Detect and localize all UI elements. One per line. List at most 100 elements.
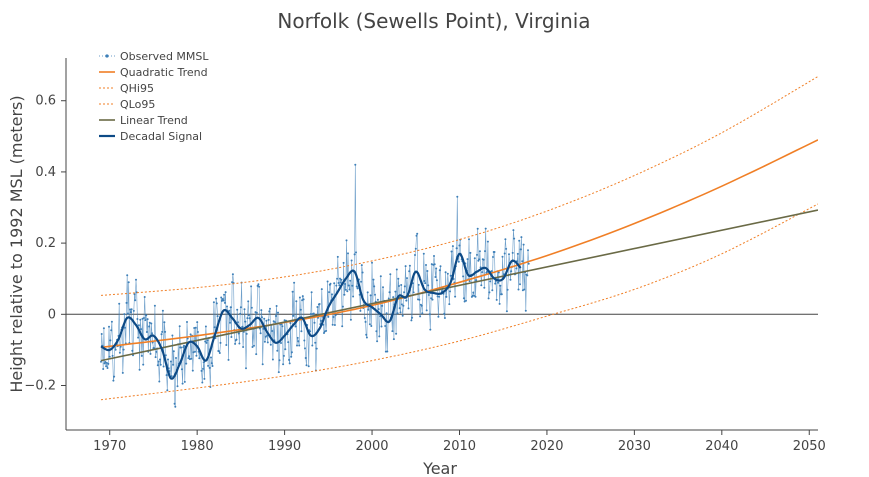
observed-point: [201, 381, 204, 384]
observed-point: [102, 368, 105, 370]
observed-point: [172, 350, 175, 353]
observed-point: [373, 285, 376, 288]
observed-point: [251, 346, 254, 348]
observed-point: [501, 255, 504, 258]
observed-point: [354, 163, 357, 166]
observed-point: [193, 327, 196, 329]
observed-point: [466, 258, 469, 261]
observed-point: [223, 293, 226, 296]
observed-point: [465, 299, 467, 302]
observed-point: [468, 238, 470, 241]
observed-point: [518, 239, 521, 242]
observed-point: [488, 291, 491, 294]
observed-point: [265, 319, 268, 322]
y-tick-label: −0.2: [24, 379, 56, 394]
observed-point: [332, 316, 335, 318]
observed-point: [381, 304, 384, 307]
observed-point: [331, 323, 334, 326]
observed-point: [294, 325, 297, 328]
observed-point: [220, 299, 223, 302]
chart-title: Norfolk (Sewells Point), Virginia: [277, 9, 590, 33]
observed-point: [129, 311, 132, 314]
observed-point: [343, 293, 346, 296]
observed-point: [200, 369, 203, 372]
observed-point: [454, 295, 457, 298]
observed-point: [121, 371, 124, 374]
observed-point: [283, 319, 286, 322]
observed-point: [138, 368, 141, 371]
observed-point: [425, 309, 428, 312]
legend-label-qhi95: QHi95: [120, 82, 154, 95]
observed-point: [207, 364, 210, 367]
observed-point: [118, 302, 121, 305]
observed-point: [478, 258, 481, 261]
observed-point: [484, 227, 487, 230]
observed-point: [190, 357, 193, 360]
observed-point: [274, 315, 277, 317]
observed-point: [434, 276, 437, 278]
observed-point: [443, 312, 446, 315]
observed-point: [462, 297, 465, 300]
observed-point: [257, 283, 260, 286]
x-axis-title: Year: [422, 459, 457, 477]
observed-point: [497, 281, 500, 284]
observed-point: [307, 365, 310, 368]
observed-point: [194, 326, 197, 329]
observed-point: [304, 357, 307, 359]
observed-point: [260, 309, 263, 312]
observed-point: [517, 288, 520, 291]
observed-point: [171, 334, 174, 337]
observed-point: [508, 253, 510, 256]
observed-point: [180, 368, 183, 371]
observed-point: [281, 325, 284, 328]
observed-point: [325, 329, 328, 332]
observed-point: [342, 261, 345, 264]
observed-point: [361, 271, 364, 274]
observed-point: [331, 293, 333, 296]
observed-point: [333, 282, 336, 285]
observed-point: [264, 335, 267, 338]
observed-point: [408, 264, 411, 267]
observed-point: [164, 330, 167, 333]
observed-point: [206, 339, 209, 342]
legend-label-quadratic-trend: Quadratic Trend: [120, 66, 208, 79]
observed-point: [126, 312, 129, 315]
observed-point: [401, 314, 404, 317]
observed-point: [224, 291, 227, 294]
observed-point: [398, 307, 401, 310]
observed-point: [366, 291, 369, 294]
observed-point: [303, 339, 306, 342]
observed-point: [105, 361, 108, 364]
observed-point: [392, 338, 395, 341]
observed-point: [245, 367, 247, 370]
observed-point: [196, 331, 199, 333]
observed-point: [457, 260, 460, 263]
observed-point: [198, 357, 201, 360]
observed-point: [505, 310, 508, 313]
observed-point: [384, 325, 387, 327]
observed-point: [497, 271, 500, 274]
observed-point: [523, 288, 526, 291]
observed-point: [178, 325, 181, 328]
observed-point: [456, 195, 459, 198]
observed-point: [277, 311, 279, 314]
observed-point: [183, 380, 186, 383]
observed-point: [515, 267, 518, 270]
observed-point: [298, 296, 301, 299]
observed-point: [276, 349, 279, 352]
observed-point: [140, 354, 143, 357]
observed-point: [449, 290, 451, 293]
observed-point: [439, 265, 442, 268]
x-tick-label: 1980: [181, 439, 214, 454]
observed-point: [220, 296, 223, 299]
observed-point: [372, 278, 375, 281]
observed-point: [296, 336, 299, 339]
observed-point: [435, 279, 438, 282]
observed-point: [371, 261, 373, 264]
observed-point: [473, 257, 476, 260]
observed-point: [301, 295, 304, 298]
observed-point: [261, 363, 264, 366]
observed-point: [119, 345, 122, 348]
observed-point: [378, 335, 381, 338]
observed-point: [400, 284, 403, 286]
